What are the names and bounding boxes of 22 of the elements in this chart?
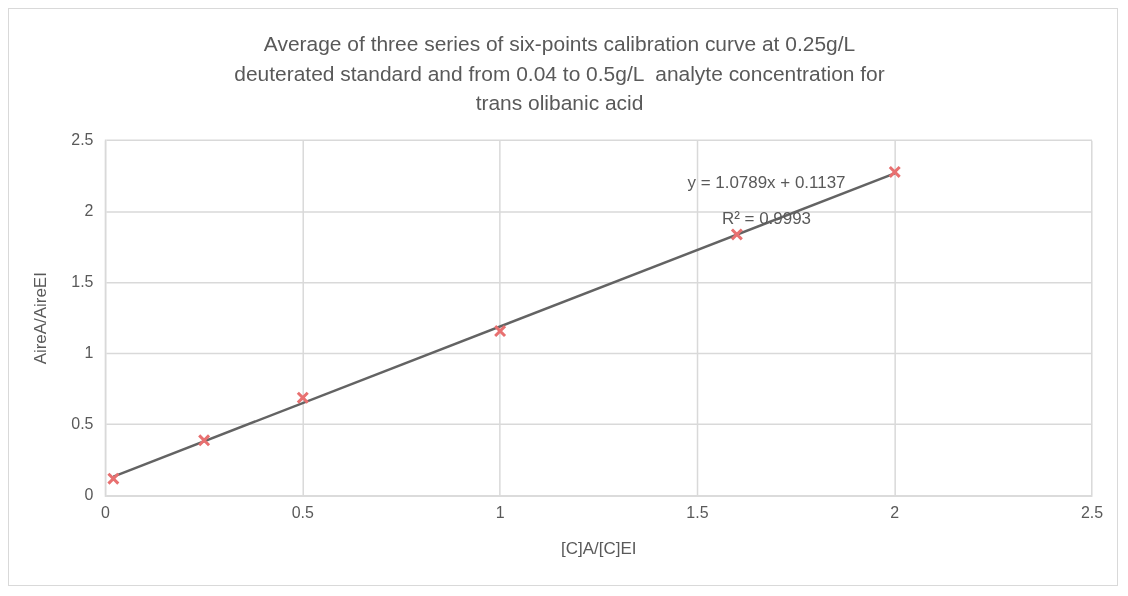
chart-title: Average of three series of six-points calibration curve at 0.25g/L deuterated standard and from 0.04 to 0.5g/L analyte concentration for trans olibanic acid	[234, 32, 885, 114]
y-axis-title: AireA/AireEI	[30, 272, 50, 365]
point	[296, 391, 310, 405]
y-tick-label: 0.5	[71, 415, 94, 433]
point	[197, 433, 211, 447]
x-tick-label: 2	[890, 503, 900, 521]
y-tick-label: 1.5	[71, 273, 94, 291]
x-tick-label: 0.5	[291, 503, 315, 521]
x-tick-label: 0	[101, 503, 111, 521]
y-tick-label: 0	[84, 486, 94, 504]
point	[888, 165, 902, 179]
y-tick-label: 1	[84, 344, 94, 362]
y-tick-label: 2	[84, 202, 94, 220]
x-axis-title: [C]A/[C]EI	[561, 538, 637, 558]
point	[493, 324, 507, 338]
x-tick-label: 1	[495, 503, 505, 521]
point	[106, 472, 120, 486]
annotation: y = 1.0789x + 0.1137	[687, 173, 846, 193]
x-tick-label: 1.5	[686, 503, 709, 521]
point	[730, 228, 744, 241]
x-tick-label: 2.5	[1080, 503, 1104, 521]
y-tick-label: 2.5	[71, 131, 94, 149]
